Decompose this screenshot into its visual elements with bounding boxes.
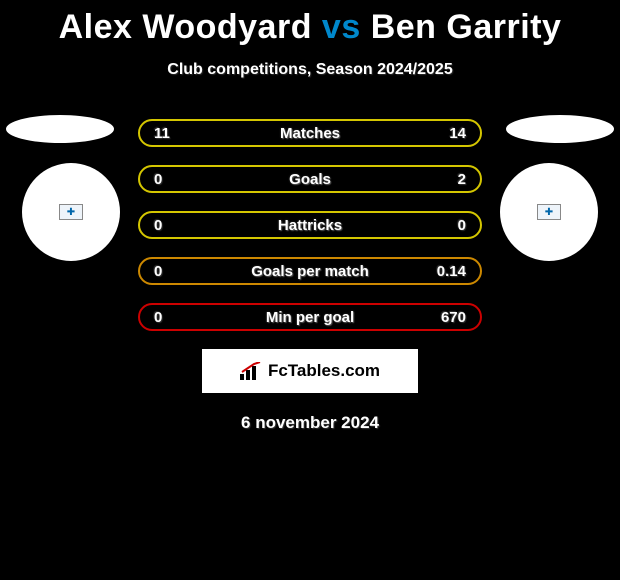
player2-avatar-circle: ✚ (500, 163, 598, 261)
stat-left-value: 0 (154, 309, 184, 326)
site-badge: FcTables.com (202, 349, 418, 393)
stat-bars: 11 Matches 14 0 Goals 2 0 Hattricks 0 0 Goals per … (138, 119, 482, 331)
stats-area: ✚ ✚ 11 Matches 14 0 Goals 2 0 Hattricks 0 0 Goals … (0, 119, 620, 331)
stat-label: Matches (280, 125, 340, 142)
stat-row-matches: 11 Matches 14 (138, 119, 482, 147)
stat-right-value: 14 (436, 125, 466, 142)
player1-avatar-circle: ✚ (22, 163, 120, 261)
stat-right-value: 2 (436, 171, 466, 188)
ellipse-left (6, 115, 114, 143)
stat-row-min-per-goal: 0 Min per goal 670 (138, 303, 482, 331)
stat-label: Goals per match (251, 263, 369, 280)
player1-flag-icon: ✚ (59, 204, 83, 220)
stat-label: Hattricks (278, 217, 342, 234)
stat-left-value: 0 (154, 217, 184, 234)
player1-name: Alex Woodyard (59, 8, 312, 46)
stat-right-value: 0.14 (436, 263, 466, 280)
date-label: 6 november 2024 (0, 413, 620, 433)
stat-left-value: 11 (154, 125, 184, 142)
player2-flag-icon: ✚ (537, 204, 561, 220)
stat-row-hattricks: 0 Hattricks 0 (138, 211, 482, 239)
stat-label: Min per goal (266, 309, 354, 326)
stat-label: Goals (289, 171, 331, 188)
stat-right-value: 0 (436, 217, 466, 234)
stat-row-goals-per-match: 0 Goals per match 0.14 (138, 257, 482, 285)
stat-right-value: 670 (436, 309, 466, 326)
vs-label: vs (322, 8, 361, 46)
site-badge-text: FcTables.com (268, 361, 380, 381)
subtitle: Club competitions, Season 2024/2025 (0, 61, 620, 79)
stat-left-value: 0 (154, 263, 184, 280)
fctables-logo-icon (240, 362, 262, 380)
stat-left-value: 0 (154, 171, 184, 188)
player2-name: Ben Garrity (371, 8, 562, 46)
comparison-title: Alex Woodyard vs Ben Garrity (0, 0, 620, 47)
ellipse-right (506, 115, 614, 143)
stat-row-goals: 0 Goals 2 (138, 165, 482, 193)
